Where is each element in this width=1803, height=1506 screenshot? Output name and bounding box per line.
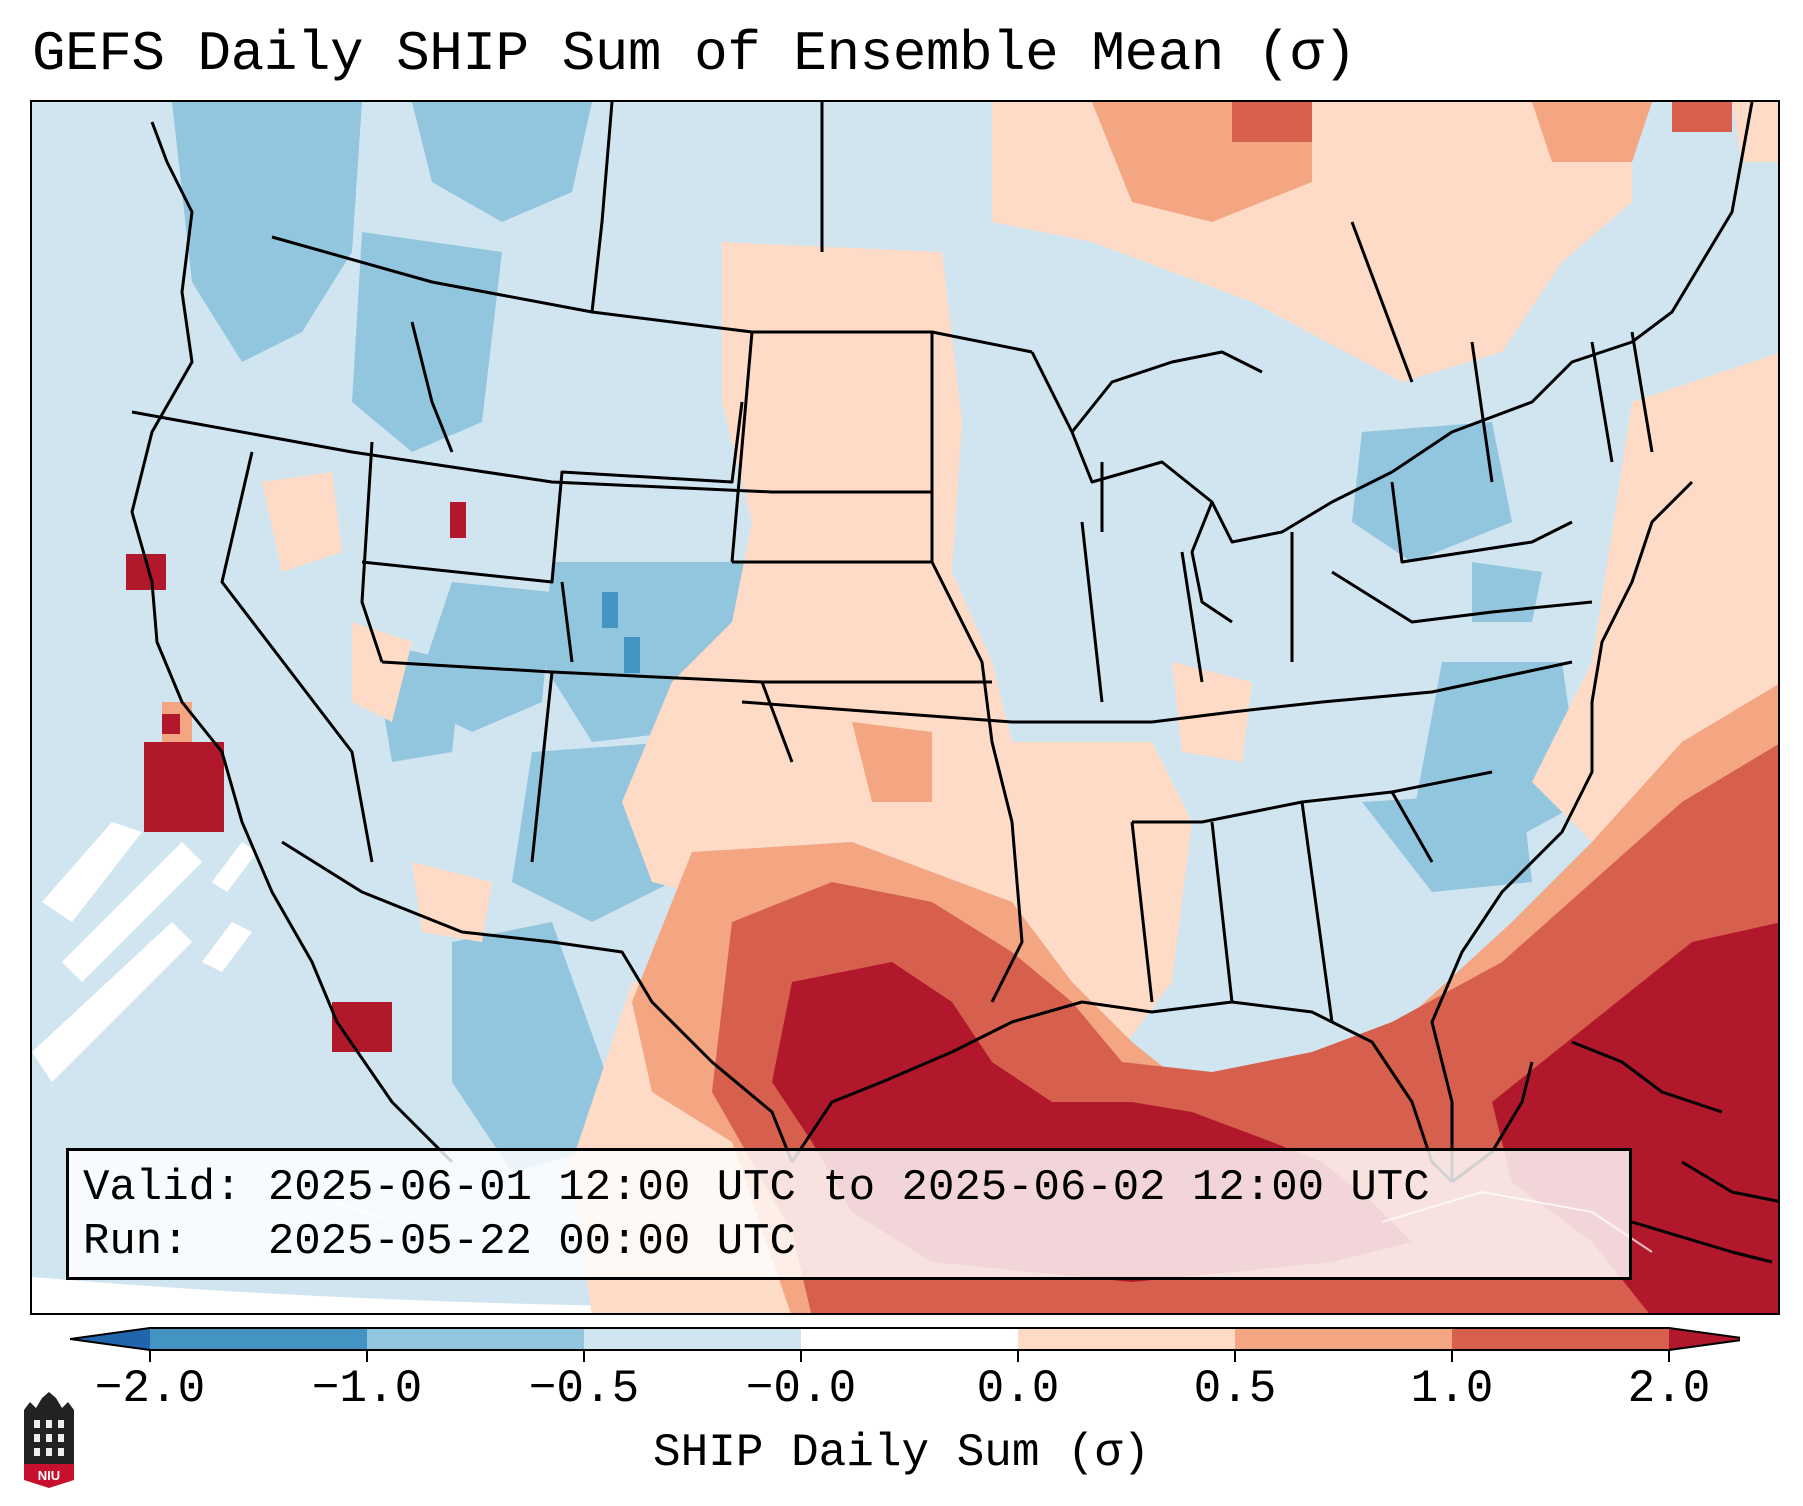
colorbar-bin [1018,1328,1235,1350]
extreme-positive-southern-california [144,742,224,832]
colorbar-bin [584,1328,801,1350]
map-panel [30,100,1780,1315]
colorbar-label: SHIP Daily Sum (σ) [653,1427,1150,1479]
figure-title: GEFS Daily SHIP Sum of Ensemble Mean (σ) [32,22,1357,86]
colorbar-tick-label: −0.5 [528,1363,640,1415]
colorbar-bin [801,1328,1018,1350]
colorbar [70,1327,1740,1362]
valid-run-info-box: Valid: 2025-06-01 12:00 UTC to 2025-06-0… [66,1148,1632,1280]
colorbar-bins [70,1327,1740,1351]
colorbar-bin [367,1328,584,1350]
valid-time-text: Valid: 2025-06-01 12:00 UTC to 2025-06-0… [83,1163,1430,1213]
run-time-text: Run: 2025-05-22 00:00 UTC [83,1217,796,1267]
colorbar-ticks [149,1350,1670,1362]
neutral-anomaly-streaks [32,822,257,1082]
colorbar-tick-label: 1.0 [1410,1363,1494,1415]
colorbar-bin [1235,1328,1452,1350]
colorbar-extend-low [70,1328,150,1350]
colorbar-extend-high [1669,1328,1740,1350]
colorbar-tick-label: −1.0 [311,1363,423,1415]
colorbar-tick-label: 0.5 [1193,1363,1277,1415]
anomaly-map [32,102,1778,1313]
colorbar-bin [150,1328,367,1350]
colorbar-tick-label: −2.0 [94,1363,206,1415]
political-boundaries [130,102,1778,1264]
colorbar-tick-label: 2.0 [1627,1363,1711,1415]
colorbar-bin [1452,1328,1669,1350]
logo-text: NIU [38,1468,60,1483]
niu-logo: NIU [24,1392,74,1488]
colorbar-tick-label: −0.0 [745,1363,857,1415]
colorbar-tick-label: 0.0 [976,1363,1060,1415]
